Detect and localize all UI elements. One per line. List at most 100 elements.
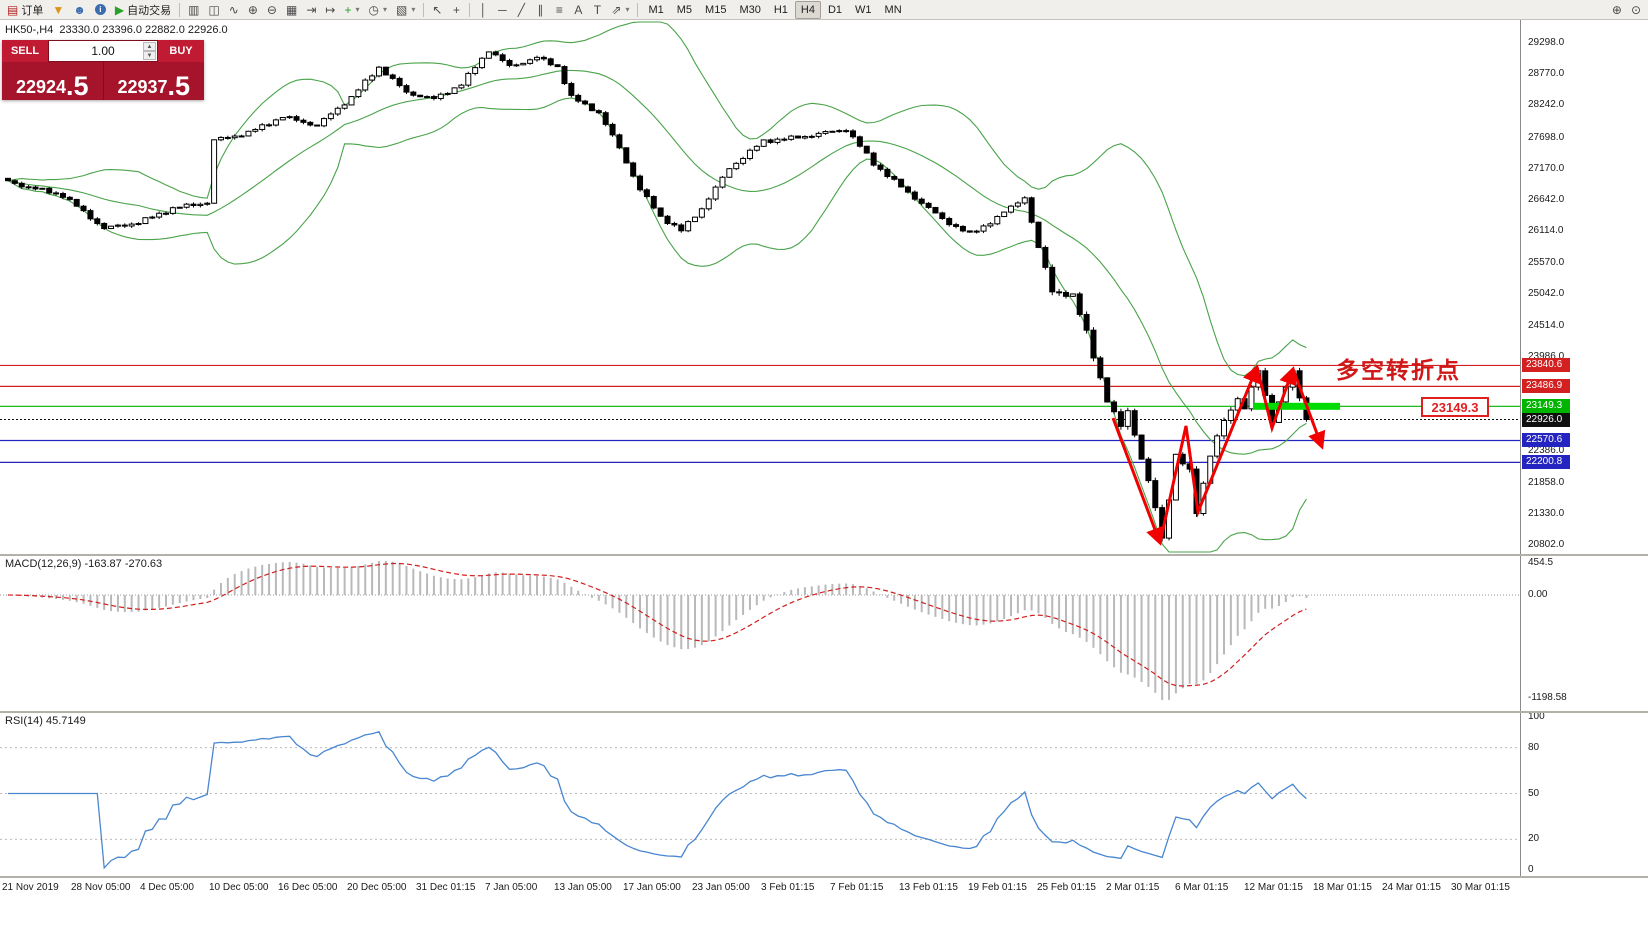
toolbar-separator <box>179 2 181 17</box>
candlestick-chart-icon[interactable]: ◫ <box>204 1 223 19</box>
time-axis-label: 6 Mar 01:15 <box>1175 882 1229 893</box>
tf-d1-label: D1 <box>827 3 843 16</box>
time-axis-label: 7 Feb 01:15 <box>830 882 884 893</box>
candlestick-chart-icon: ◫ <box>208 2 220 17</box>
bar-chart-icon[interactable]: ▥ <box>184 1 203 19</box>
tf-mn[interactable]: MN <box>879 1 908 19</box>
price-axis-label: 23986.0 <box>1528 350 1565 362</box>
crosshair-tool-icon: + <box>452 2 460 17</box>
turning-point-annotation[interactable]: 多空转折点 <box>1336 357 1461 383</box>
crosshair-tool[interactable]: + <box>447 1 465 19</box>
pane-separator <box>0 876 1648 878</box>
time-axis-label: 19 Feb 01:15 <box>968 882 1027 893</box>
time-axis-label: 21 Nov 2019 <box>2 882 59 893</box>
macd-indicator-label: MACD(12,26,9) -163.87 -270.63 <box>5 558 163 570</box>
volume-up-button[interactable]: ▲ <box>143 42 156 51</box>
time-axis[interactable]: 21 Nov 2019 28 Nov 05:00 4 Dec 05:00 10 Dec… <box>0 878 1648 898</box>
rsi-plot[interactable] <box>0 713 1520 876</box>
tile-windows-icon: ▦ <box>285 2 298 17</box>
magnifier-icon: ⊙ <box>1630 2 1641 17</box>
tf-m1[interactable]: M1 <box>642 1 669 19</box>
support-highlight-segment[interactable] <box>1253 402 1340 410</box>
zoom-out-icon[interactable]: ⊖ <box>263 1 281 19</box>
profile-icon[interactable]: ☻ <box>69 1 90 19</box>
channel-tool[interactable]: ∥ <box>531 1 549 19</box>
tf-mn-label: MN <box>884 3 902 16</box>
price-axis-label: 21858.0 <box>1528 476 1565 488</box>
text-tool[interactable]: A <box>569 1 587 19</box>
tf-w1-label: W1 <box>855 3 872 16</box>
zoom-out-icon: ⊖ <box>266 2 277 17</box>
chevron-down-icon: ▾ <box>411 5 416 14</box>
magnifier-plus-icon[interactable]: ⊕ <box>1608 1 1626 19</box>
add-indicator-button[interactable]: + ▾ <box>340 1 363 19</box>
price-axis-label: 20802.0 <box>1528 539 1565 550</box>
volume-down-button[interactable]: ▼ <box>143 51 156 60</box>
funnel-icon[interactable]: ▼ <box>48 1 68 19</box>
main-chart-plot[interactable] <box>0 20 1520 554</box>
toolbar-separator <box>423 2 425 17</box>
buy-button[interactable]: BUY <box>158 40 204 62</box>
tf-h4[interactable]: H4 <box>794 0 821 19</box>
templates-icon: ▧ <box>395 2 408 17</box>
magnifier-icon[interactable]: ⊙ <box>1627 1 1645 19</box>
price-tag-22570.6: 22570.6 <box>1522 433 1570 448</box>
periods-button[interactable]: ◷ ▾ <box>364 1 391 19</box>
autotrading-icon: ▶ <box>114 2 125 17</box>
price-axis-label: 26642.0 <box>1528 193 1565 205</box>
magnifier-plus-icon: ⊕ <box>1611 2 1622 17</box>
vertical-line-tool[interactable]: │ <box>474 1 492 19</box>
volume-field[interactable]: 1.00 ▲ ▼ <box>48 40 158 62</box>
info-icon[interactable]: i <box>91 1 110 19</box>
trend-arrows[interactable] <box>1111 364 1326 546</box>
macd-signal-line <box>7 562 1307 687</box>
price-axis-label: 28242.0 <box>1528 99 1565 111</box>
pane-separator[interactable] <box>0 554 1648 556</box>
arrows-tool[interactable]: ⇗ ▾ <box>607 1 633 19</box>
chart-shift-icon[interactable]: ↦ <box>321 1 339 19</box>
tf-m30-label: M30 <box>739 3 761 16</box>
trendline-tool[interactable]: ╱ <box>512 1 530 19</box>
time-axis-label: 24 Mar 01:15 <box>1382 882 1441 893</box>
tf-m5[interactable]: M5 <box>671 1 698 19</box>
trendline-tool-icon: ╱ <box>517 2 526 17</box>
sell-price[interactable]: 22924.5 <box>15 71 89 101</box>
price-tag-23840.6: 23840.6 <box>1522 358 1570 373</box>
macd-scale-label: 454.5 <box>1528 557 1554 568</box>
pane-separator[interactable] <box>0 711 1648 713</box>
new-order-button[interactable]: ▤ 订单 <box>3 1 47 19</box>
fibonacci-tool-icon: ≡ <box>555 2 563 17</box>
zoom-in-icon[interactable]: ⊕ <box>244 1 262 19</box>
price-axis-label: 25570.0 <box>1528 257 1565 269</box>
horizontal-line-tool[interactable]: ─ <box>493 1 511 19</box>
autotrading-button[interactable]: ▶ 自动交易 <box>111 1 175 19</box>
tf-m15[interactable]: M15 <box>699 1 732 19</box>
macd-scale-label: 0.00 <box>1528 589 1548 601</box>
price-tag-23149.3: 23149.3 <box>1522 399 1570 414</box>
tf-h1[interactable]: H1 <box>768 1 794 19</box>
chevron-down-icon: ▾ <box>355 5 360 14</box>
time-axis-label: 12 Mar 01:15 <box>1244 882 1303 893</box>
cursor-tool[interactable]: ↖ <box>428 1 446 19</box>
line-chart-icon[interactable]: ∿ <box>225 1 243 19</box>
fibonacci-tool[interactable]: ≡ <box>550 1 568 19</box>
price-axis[interactable]: 29298.0 28770.0 28242.0 27698.0 27170.0 26642… <box>1520 20 1648 878</box>
tile-windows-icon[interactable]: ▦ <box>282 1 301 19</box>
sell-button[interactable]: SELL <box>2 40 48 62</box>
tf-d1[interactable]: D1 <box>822 1 848 19</box>
auto-scroll-icon[interactable]: ⇥ <box>302 1 320 19</box>
label-tool[interactable]: T <box>588 1 606 19</box>
periods-icon: ◷ <box>368 2 379 17</box>
tf-m1-label: M1 <box>648 3 664 16</box>
buy-price[interactable]: 22937.5 <box>102 62 205 100</box>
tf-m30[interactable]: M30 <box>733 1 766 19</box>
price-axis-label: 22386.0 <box>1528 445 1565 457</box>
one-click-trading-panel: SELL 1.00 ▲ ▼ BUY 22924.5 22937.5 <box>2 40 204 100</box>
templates-button[interactable]: ▧ ▾ <box>392 1 419 19</box>
macd-plot[interactable] <box>0 556 1520 711</box>
bb-upper <box>7 21 1307 377</box>
price-axis-label: 27170.0 <box>1528 162 1565 174</box>
price-callout[interactable]: 23149.3 <box>1421 397 1489 417</box>
tf-w1[interactable]: W1 <box>849 1 878 19</box>
bb-lower <box>7 97 1307 553</box>
